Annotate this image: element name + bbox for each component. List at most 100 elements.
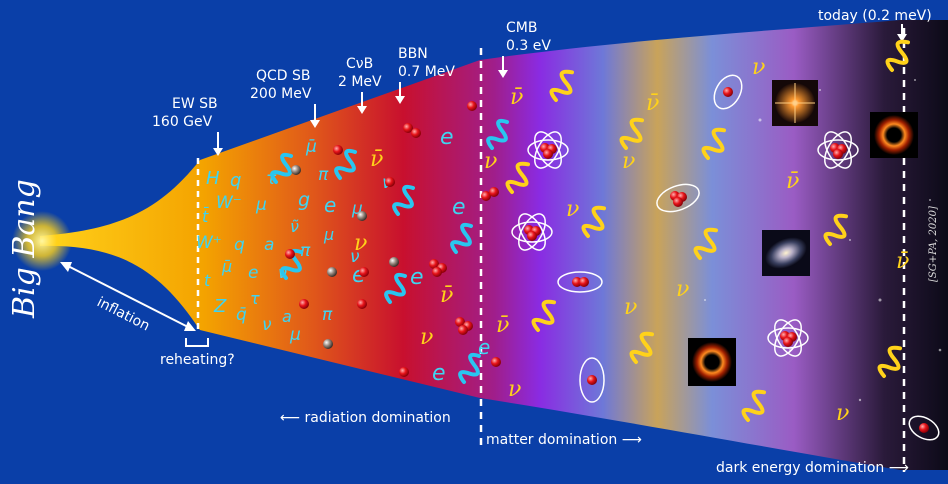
symbol-top: t bbox=[204, 271, 211, 290]
particle bbox=[357, 299, 367, 309]
particle bbox=[399, 367, 409, 377]
symbol-electron: e bbox=[324, 193, 336, 217]
symbol-nu: ν bbox=[350, 247, 360, 267]
antineutrino-symbol: ν̄ bbox=[646, 91, 659, 116]
symbol-nu: ν bbox=[262, 315, 272, 335]
neutrino-symbol: ν bbox=[836, 401, 849, 426]
cmb-energy: 0.3 eV bbox=[506, 38, 551, 54]
symbol-higgs: H bbox=[206, 168, 220, 189]
bbn-label: BBN bbox=[398, 46, 428, 62]
neutrino-symbol: ν bbox=[624, 295, 637, 320]
antineutrino-symbol: ν̄ bbox=[786, 169, 799, 194]
symbol-pion: π bbox=[322, 305, 333, 325]
atom bbox=[713, 74, 743, 110]
cmb-label: CMB bbox=[506, 20, 537, 36]
bbn-energy: 0.7 MeV bbox=[398, 64, 455, 80]
symbol-gluon: g bbox=[298, 189, 310, 211]
neutrino-symbol: ν bbox=[354, 231, 367, 256]
symbol-electron: e bbox=[440, 125, 454, 150]
neutrino-symbol: ν bbox=[484, 149, 497, 174]
symbol-electron: e bbox=[248, 263, 258, 283]
particle bbox=[491, 357, 501, 367]
qcd-sb-energy: 200 MeV bbox=[250, 86, 312, 102]
neutrino-symbol: ν bbox=[420, 325, 433, 350]
astro-images bbox=[688, 80, 918, 386]
credit-text: [SG+PA, 2020] bbox=[928, 206, 939, 282]
antineutrino-symbol: ν̄ bbox=[370, 147, 383, 172]
neutrino-symbol: ν bbox=[566, 197, 579, 222]
neutrino-symbols: ν̄ ν ν ν̄ ν ν̄ ν̄ ν ν ν ν̄ ν ν ν ν̄ ν̄ ν bbox=[354, 55, 909, 426]
neutrino-symbol: ν bbox=[508, 377, 521, 402]
symbol-w-plus: W⁺ bbox=[196, 233, 222, 253]
neutrino-symbol: ν bbox=[752, 55, 765, 80]
particle bbox=[291, 165, 301, 175]
qcd-sb-arrow bbox=[310, 104, 320, 128]
particle-symbols: H q τ μ̄ W⁻ μ g e π t̄ ν̃ μ W⁺ q a π t μ… bbox=[196, 125, 490, 386]
symbol-z-boson: Z bbox=[213, 296, 227, 317]
atom bbox=[511, 213, 553, 251]
symbol-pion: π bbox=[318, 165, 329, 185]
bbn-arrow bbox=[395, 82, 405, 104]
nucleus bbox=[429, 259, 447, 277]
particle bbox=[285, 249, 295, 259]
star-image bbox=[772, 80, 818, 126]
black-hole-image bbox=[688, 338, 736, 386]
atom bbox=[656, 183, 700, 213]
symbol-sneutrino: ν̃ bbox=[290, 217, 299, 236]
big-bang-title: Big Bang bbox=[7, 179, 42, 319]
late-universe-texture bbox=[704, 79, 942, 402]
ew-sb-energy: 160 GeV bbox=[152, 114, 213, 130]
antineutrino-symbol: ν bbox=[622, 149, 635, 174]
symbol-muon: μ bbox=[255, 195, 267, 215]
particle bbox=[327, 267, 337, 277]
particle bbox=[389, 257, 399, 267]
dark-energy-domination-label: dark energy domination ⟶ bbox=[716, 460, 909, 476]
symbol-tau: τ bbox=[250, 289, 260, 308]
particle bbox=[333, 145, 343, 155]
inflation-arrow bbox=[60, 262, 196, 331]
antineutrino-symbol: ν̄ bbox=[496, 313, 509, 338]
cmb-arrow bbox=[498, 56, 508, 78]
big-bang-glow bbox=[12, 211, 72, 271]
symbol-electron: e bbox=[478, 335, 490, 359]
symbol-axion: a bbox=[264, 235, 274, 255]
atom bbox=[557, 271, 603, 293]
atom bbox=[527, 131, 569, 169]
today-arrow bbox=[897, 24, 907, 42]
ew-sb-arrow bbox=[213, 132, 223, 156]
cnub-label: CνB bbox=[346, 56, 373, 72]
particle bbox=[385, 177, 395, 187]
symbol-muon: μ bbox=[323, 225, 334, 244]
symbol-pion: π bbox=[300, 241, 311, 261]
today-label: today (0.2 meV) bbox=[818, 8, 932, 24]
nucleus bbox=[403, 123, 421, 138]
free-particles bbox=[285, 101, 501, 377]
particle bbox=[357, 211, 367, 221]
symbol-antiquark: q̄ bbox=[236, 305, 247, 325]
symbol-electron: e bbox=[452, 195, 466, 220]
symbol-quark: q bbox=[234, 235, 245, 255]
antineutrino-symbol: ν̄ bbox=[440, 283, 453, 308]
symbol-tau: τ bbox=[266, 169, 277, 189]
nucleus bbox=[481, 187, 499, 201]
symbol-antimuon: μ̄ bbox=[221, 257, 232, 276]
antineutrino-symbol: ν̄ bbox=[896, 249, 909, 274]
qcd-sb-label: QCD SB bbox=[256, 68, 311, 84]
atom bbox=[908, 415, 940, 441]
neutrino-symbol: ν bbox=[676, 277, 689, 302]
particle bbox=[299, 299, 309, 309]
reheating-bracket bbox=[185, 338, 209, 347]
symbol-electron: e bbox=[432, 361, 446, 386]
reheating-label: reheating? bbox=[160, 352, 235, 368]
black-hole-image bbox=[870, 112, 918, 158]
atom bbox=[767, 319, 809, 357]
matter-domination-label: matter domination ⟶ bbox=[486, 432, 642, 448]
symbol-antitop: t̄ bbox=[202, 207, 209, 226]
antineutrino-symbol: ν̄ bbox=[510, 85, 523, 110]
symbol-w-minus: W⁻ bbox=[216, 193, 242, 213]
particle bbox=[467, 101, 477, 111]
nucleus bbox=[455, 317, 473, 335]
atom bbox=[817, 131, 859, 169]
